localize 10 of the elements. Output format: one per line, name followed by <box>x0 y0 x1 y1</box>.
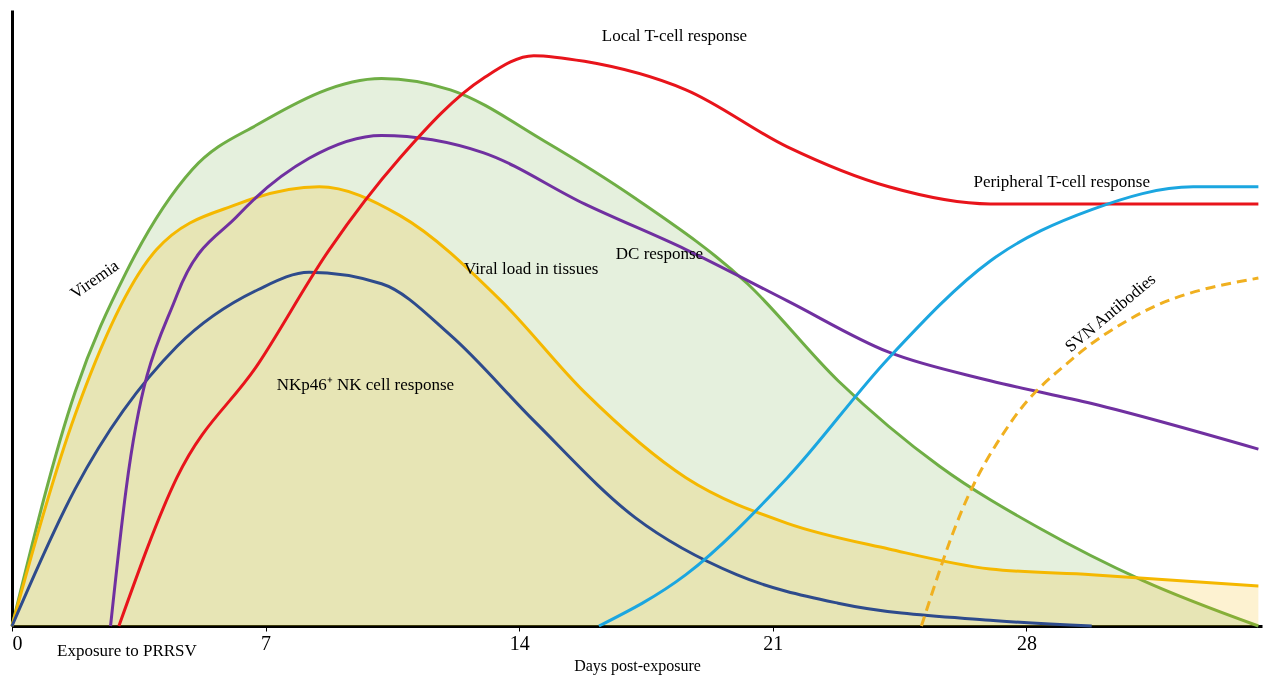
x-tick-label: 28 <box>1016 631 1037 654</box>
series-label: Local T-cell response <box>601 26 748 46</box>
x-tick-label: 0 <box>12 631 23 654</box>
annotation: Exposure to PRRSV <box>57 641 198 660</box>
x-tick-label: 21 <box>763 631 784 654</box>
x-tick-label: 14 <box>509 631 530 654</box>
x-axis-title: Days post-exposure <box>574 656 701 675</box>
series-label: NKp46⁺ NK cell response <box>276 375 455 395</box>
series-label: Peripheral T-cell response <box>973 171 1150 191</box>
x-tick-label: 7 <box>261 631 272 654</box>
